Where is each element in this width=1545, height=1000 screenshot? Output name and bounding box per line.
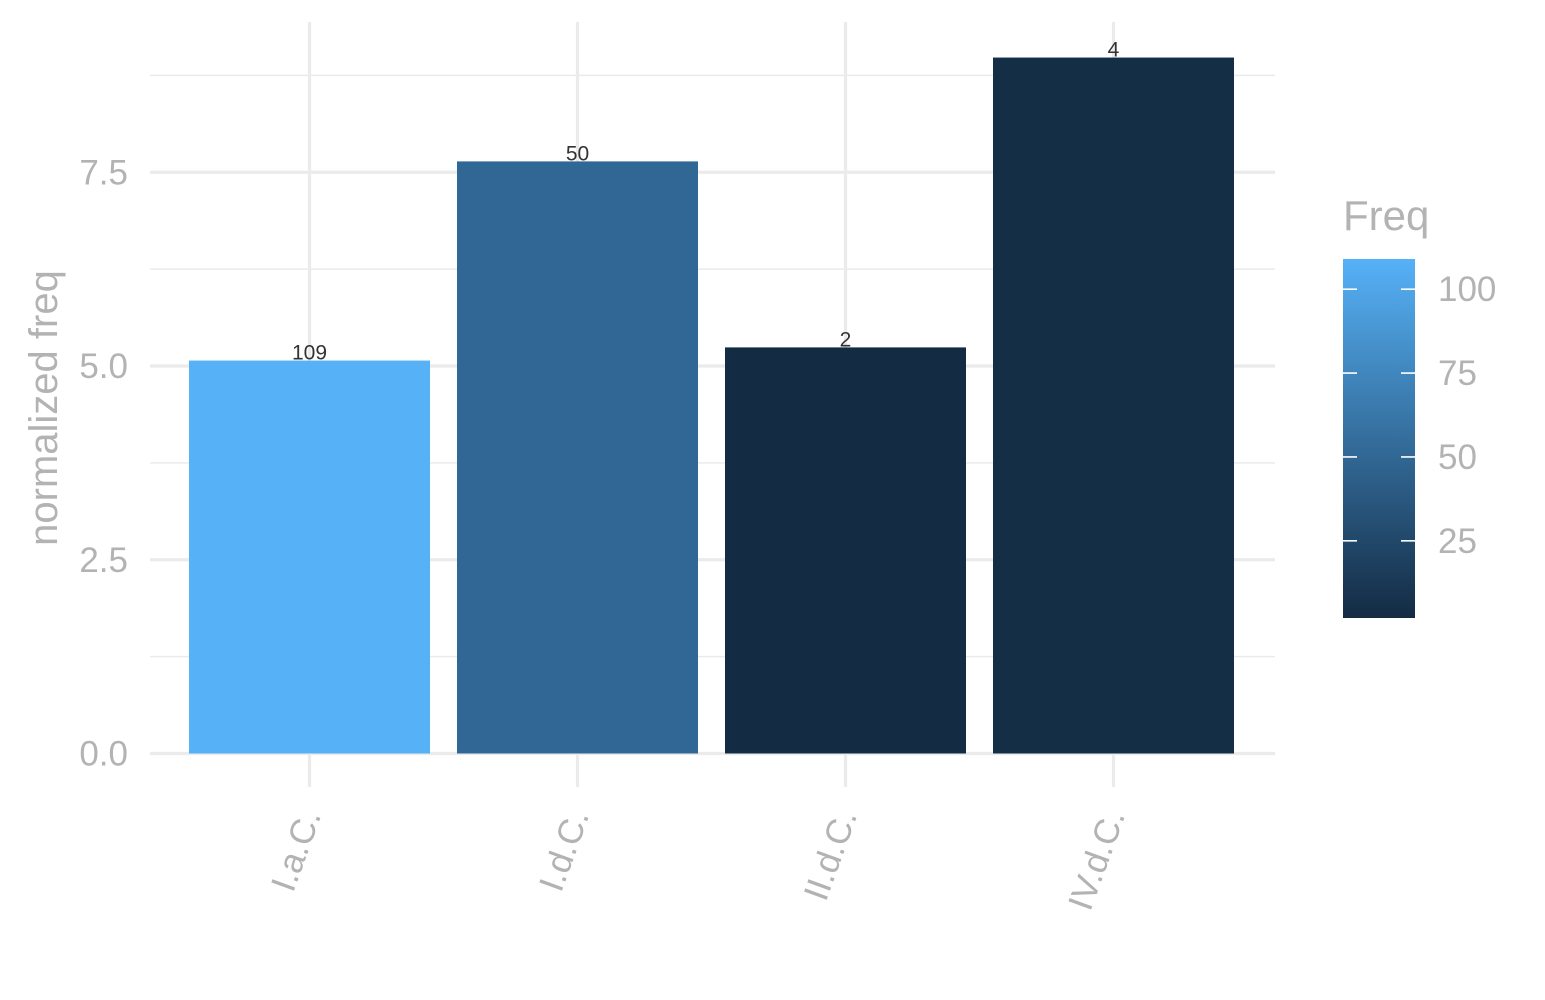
bar: [993, 57, 1234, 754]
y-tick-label: 5.0: [79, 347, 128, 386]
bars: [189, 57, 1234, 754]
y-tick-label: 2.5: [79, 541, 128, 580]
legend-title: Freq: [1343, 192, 1429, 239]
bar: [725, 347, 966, 754]
x-tick-label: II.d.C.: [796, 804, 865, 905]
y-axis: 0.0 2.5 5.0 7.5: [79, 153, 128, 773]
legend-ticks: 25 50 75 100: [1343, 270, 1496, 561]
legend-colorbar: [1343, 259, 1415, 618]
y-tick-label: 7.5: [79, 153, 128, 192]
legend: Freq 25 50 75 100: [1343, 192, 1496, 618]
bar-value-label: 2: [840, 328, 852, 351]
legend-tick-label: 75: [1438, 354, 1477, 393]
bar: [457, 161, 698, 754]
y-axis-title: normalized freq: [22, 270, 66, 546]
bar-value-label: 4: [1108, 39, 1120, 62]
y-tick-label: 0.0: [79, 735, 128, 774]
legend-tick-label: 50: [1438, 438, 1477, 477]
bar-value-labels: 109 50 2 4: [292, 39, 1120, 365]
legend-tick-label: 25: [1438, 522, 1477, 561]
x-tick-label: I.d.C.: [532, 804, 597, 896]
bar: [189, 360, 430, 754]
x-axis: I.a.C. I.d.C. II.d.C. IV.d.C.: [264, 804, 1133, 915]
bar-value-label: 50: [566, 142, 589, 165]
x-tick-label: I.a.C.: [264, 804, 329, 896]
legend-tick-label: 100: [1438, 270, 1496, 309]
bar-value-label: 109: [292, 342, 327, 365]
x-tick-label: IV.d.C.: [1061, 804, 1133, 915]
